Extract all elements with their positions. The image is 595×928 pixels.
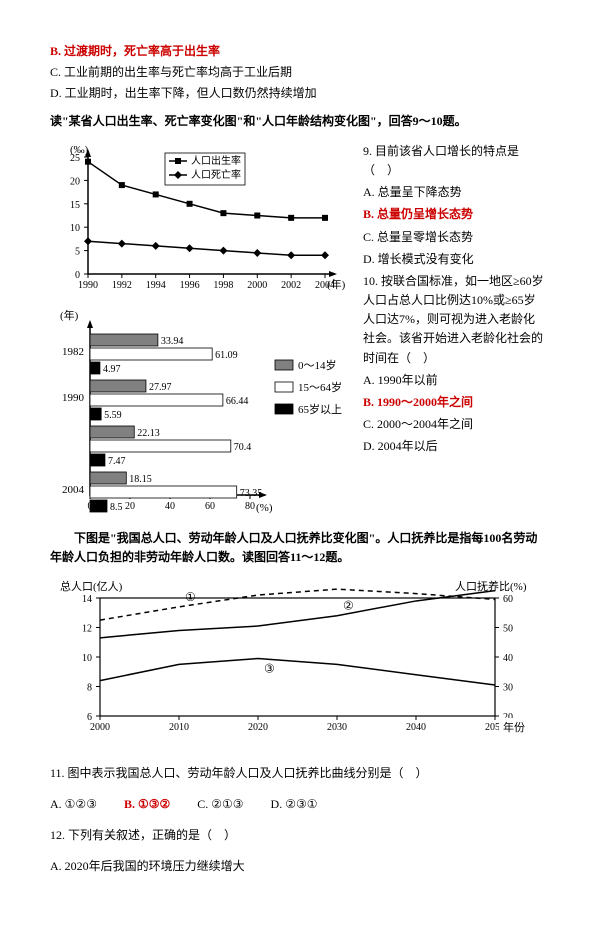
svg-text:1982: 1982 (62, 346, 84, 358)
svg-text:65岁以上: 65岁以上 (298, 402, 342, 416)
svg-text:15: 15 (70, 200, 80, 211)
svg-text:14: 14 (82, 594, 92, 605)
svg-text:70.4: 70.4 (234, 442, 252, 453)
svg-text:2002: 2002 (281, 280, 301, 291)
q12-stem: 12. 下列有关叙述，正确的是（ ） (50, 826, 545, 845)
q9-a: A. 总量呈下降态势 (363, 183, 545, 202)
svg-text:40: 40 (165, 501, 175, 512)
svg-text:25: 25 (70, 153, 80, 164)
svg-text:总人口(亿人): 总人口(亿人) (60, 579, 123, 593)
svg-text:12: 12 (82, 623, 92, 634)
svg-text:(年): (年) (60, 308, 79, 322)
q10-b: B. 1990～2000年之间 (363, 393, 545, 412)
svg-text:40: 40 (503, 653, 513, 664)
svg-text:2020: 2020 (248, 722, 268, 733)
svg-text:(%): (%) (256, 502, 273, 514)
svg-text:1990: 1990 (78, 280, 98, 291)
svg-text:8.5: 8.5 (110, 502, 123, 513)
svg-text:10: 10 (70, 223, 80, 234)
q9-b: B. 总量仍呈增长态势 (363, 205, 545, 224)
bar-chart: (年)(%)020406080198233.9461.094.97199027.… (50, 305, 355, 515)
svg-text:18.15: 18.15 (129, 474, 152, 485)
q9-d: D. 增长模式没有变化 (363, 250, 545, 269)
q12-a: A. 2020年后我国的环境压力继续增大 (50, 857, 545, 876)
svg-text:1994: 1994 (146, 280, 166, 291)
svg-text:0～14岁: 0～14岁 (298, 358, 337, 372)
svg-text:66.44: 66.44 (226, 396, 249, 407)
q11-a: A. ①②③ (50, 797, 109, 811)
q11-b: B. ①③② (124, 797, 182, 811)
q11-d: D. ②③① (271, 797, 330, 811)
svg-text:1998: 1998 (213, 280, 233, 291)
q11-stem: 11. 图中表示我国总人口、劳动年龄人口及人口抚养比曲线分别是（ ） (50, 764, 545, 783)
q10-d: D. 2004年以后 (363, 437, 545, 456)
line-chart: (‰)(年)0510152025199019921994199619982000… (50, 139, 355, 299)
svg-text:22.13: 22.13 (137, 428, 160, 439)
svg-text:15～64岁: 15～64岁 (298, 380, 342, 394)
svg-text:2004: 2004 (62, 484, 85, 496)
q11: 11. 图中表示我国总人口、劳动年龄人口及人口抚养比曲线分别是（ ） A. ①②… (50, 764, 545, 814)
svg-text:20: 20 (125, 501, 135, 512)
svg-text:80: 80 (245, 501, 255, 512)
svg-text:27.97: 27.97 (149, 382, 172, 393)
svg-text:2004: 2004 (315, 280, 335, 291)
svg-text:60: 60 (205, 501, 215, 512)
svg-text:2040: 2040 (406, 722, 426, 733)
opt-b: B. 过渡期时，死亡率高于出生率 (50, 42, 545, 61)
opt-d: D. 工业期时，出生率下降，但人口数仍然持续增加 (50, 84, 545, 103)
q10-c: C. 2000～2004年之间 (363, 415, 545, 434)
svg-text:1990: 1990 (62, 392, 85, 404)
q12: 12. 下列有关叙述，正确的是（ ） A. 2020年后我国的环境压力继续增大 (50, 826, 545, 876)
svg-text:60: 60 (503, 594, 513, 605)
svg-text:5.59: 5.59 (104, 410, 122, 421)
svg-text:1992: 1992 (112, 280, 132, 291)
svg-text:7.47: 7.47 (108, 456, 126, 467)
questions-right: 9. 目前该省人口增长的特点是（ ） A. 总量呈下降态势 B. 总量仍呈增长态… (363, 139, 545, 521)
svg-text:4.97: 4.97 (103, 364, 121, 375)
q9-stem: 9. 目前该省人口增长的特点是（ ） (363, 142, 545, 180)
svg-text:20: 20 (70, 176, 80, 187)
svg-text:73.35: 73.35 (240, 488, 263, 499)
svg-text:2000: 2000 (90, 722, 110, 733)
svg-text:8: 8 (87, 682, 92, 693)
svg-text:③: ③ (264, 661, 275, 675)
svg-text:33.94: 33.94 (161, 336, 184, 347)
q9-c: C. 总量呈零增长态势 (363, 228, 545, 247)
multi-line-chart: 总人口(亿人)人口抚养比(%)份份份份620830104012501460200… (50, 576, 545, 746)
svg-text:2030: 2030 (327, 722, 347, 733)
svg-text:5: 5 (75, 246, 80, 257)
svg-text:人口死亡率: 人口死亡率 (191, 168, 241, 181)
svg-text:30: 30 (503, 682, 513, 693)
svg-text:②: ② (343, 598, 354, 612)
svg-text:1996: 1996 (180, 280, 200, 291)
prompt-9-10: 读"某省人口出生率、死亡率变化图"和"人口年龄结构变化图"，回答9～10题。 (50, 112, 545, 131)
svg-text:人口出生率: 人口出生率 (191, 154, 241, 167)
svg-text:50: 50 (503, 623, 513, 634)
svg-text:2000: 2000 (247, 280, 267, 291)
svg-text:10: 10 (82, 653, 92, 664)
svg-text:①: ① (185, 589, 196, 603)
q10-stem: 10. 按联合国标准，如一地区≥60岁人口占总人口比例达10%或≥65岁人口达7… (363, 272, 545, 368)
opt-c: C. 工业前期的出生率与死亡率均高于工业后期 (50, 63, 545, 82)
prompt-11-12: 下图是"我国总人口、劳动年龄人口及人口抚养比变化图"。人口抚养比是指每100名劳… (50, 529, 545, 567)
q10-a: A. 1990年以前 (363, 371, 545, 390)
svg-text:2010: 2010 (169, 722, 189, 733)
q11-c: C. ②①③ (197, 797, 255, 811)
svg-text:61.09: 61.09 (215, 350, 238, 361)
svg-text:年份: 年份 (503, 720, 525, 734)
